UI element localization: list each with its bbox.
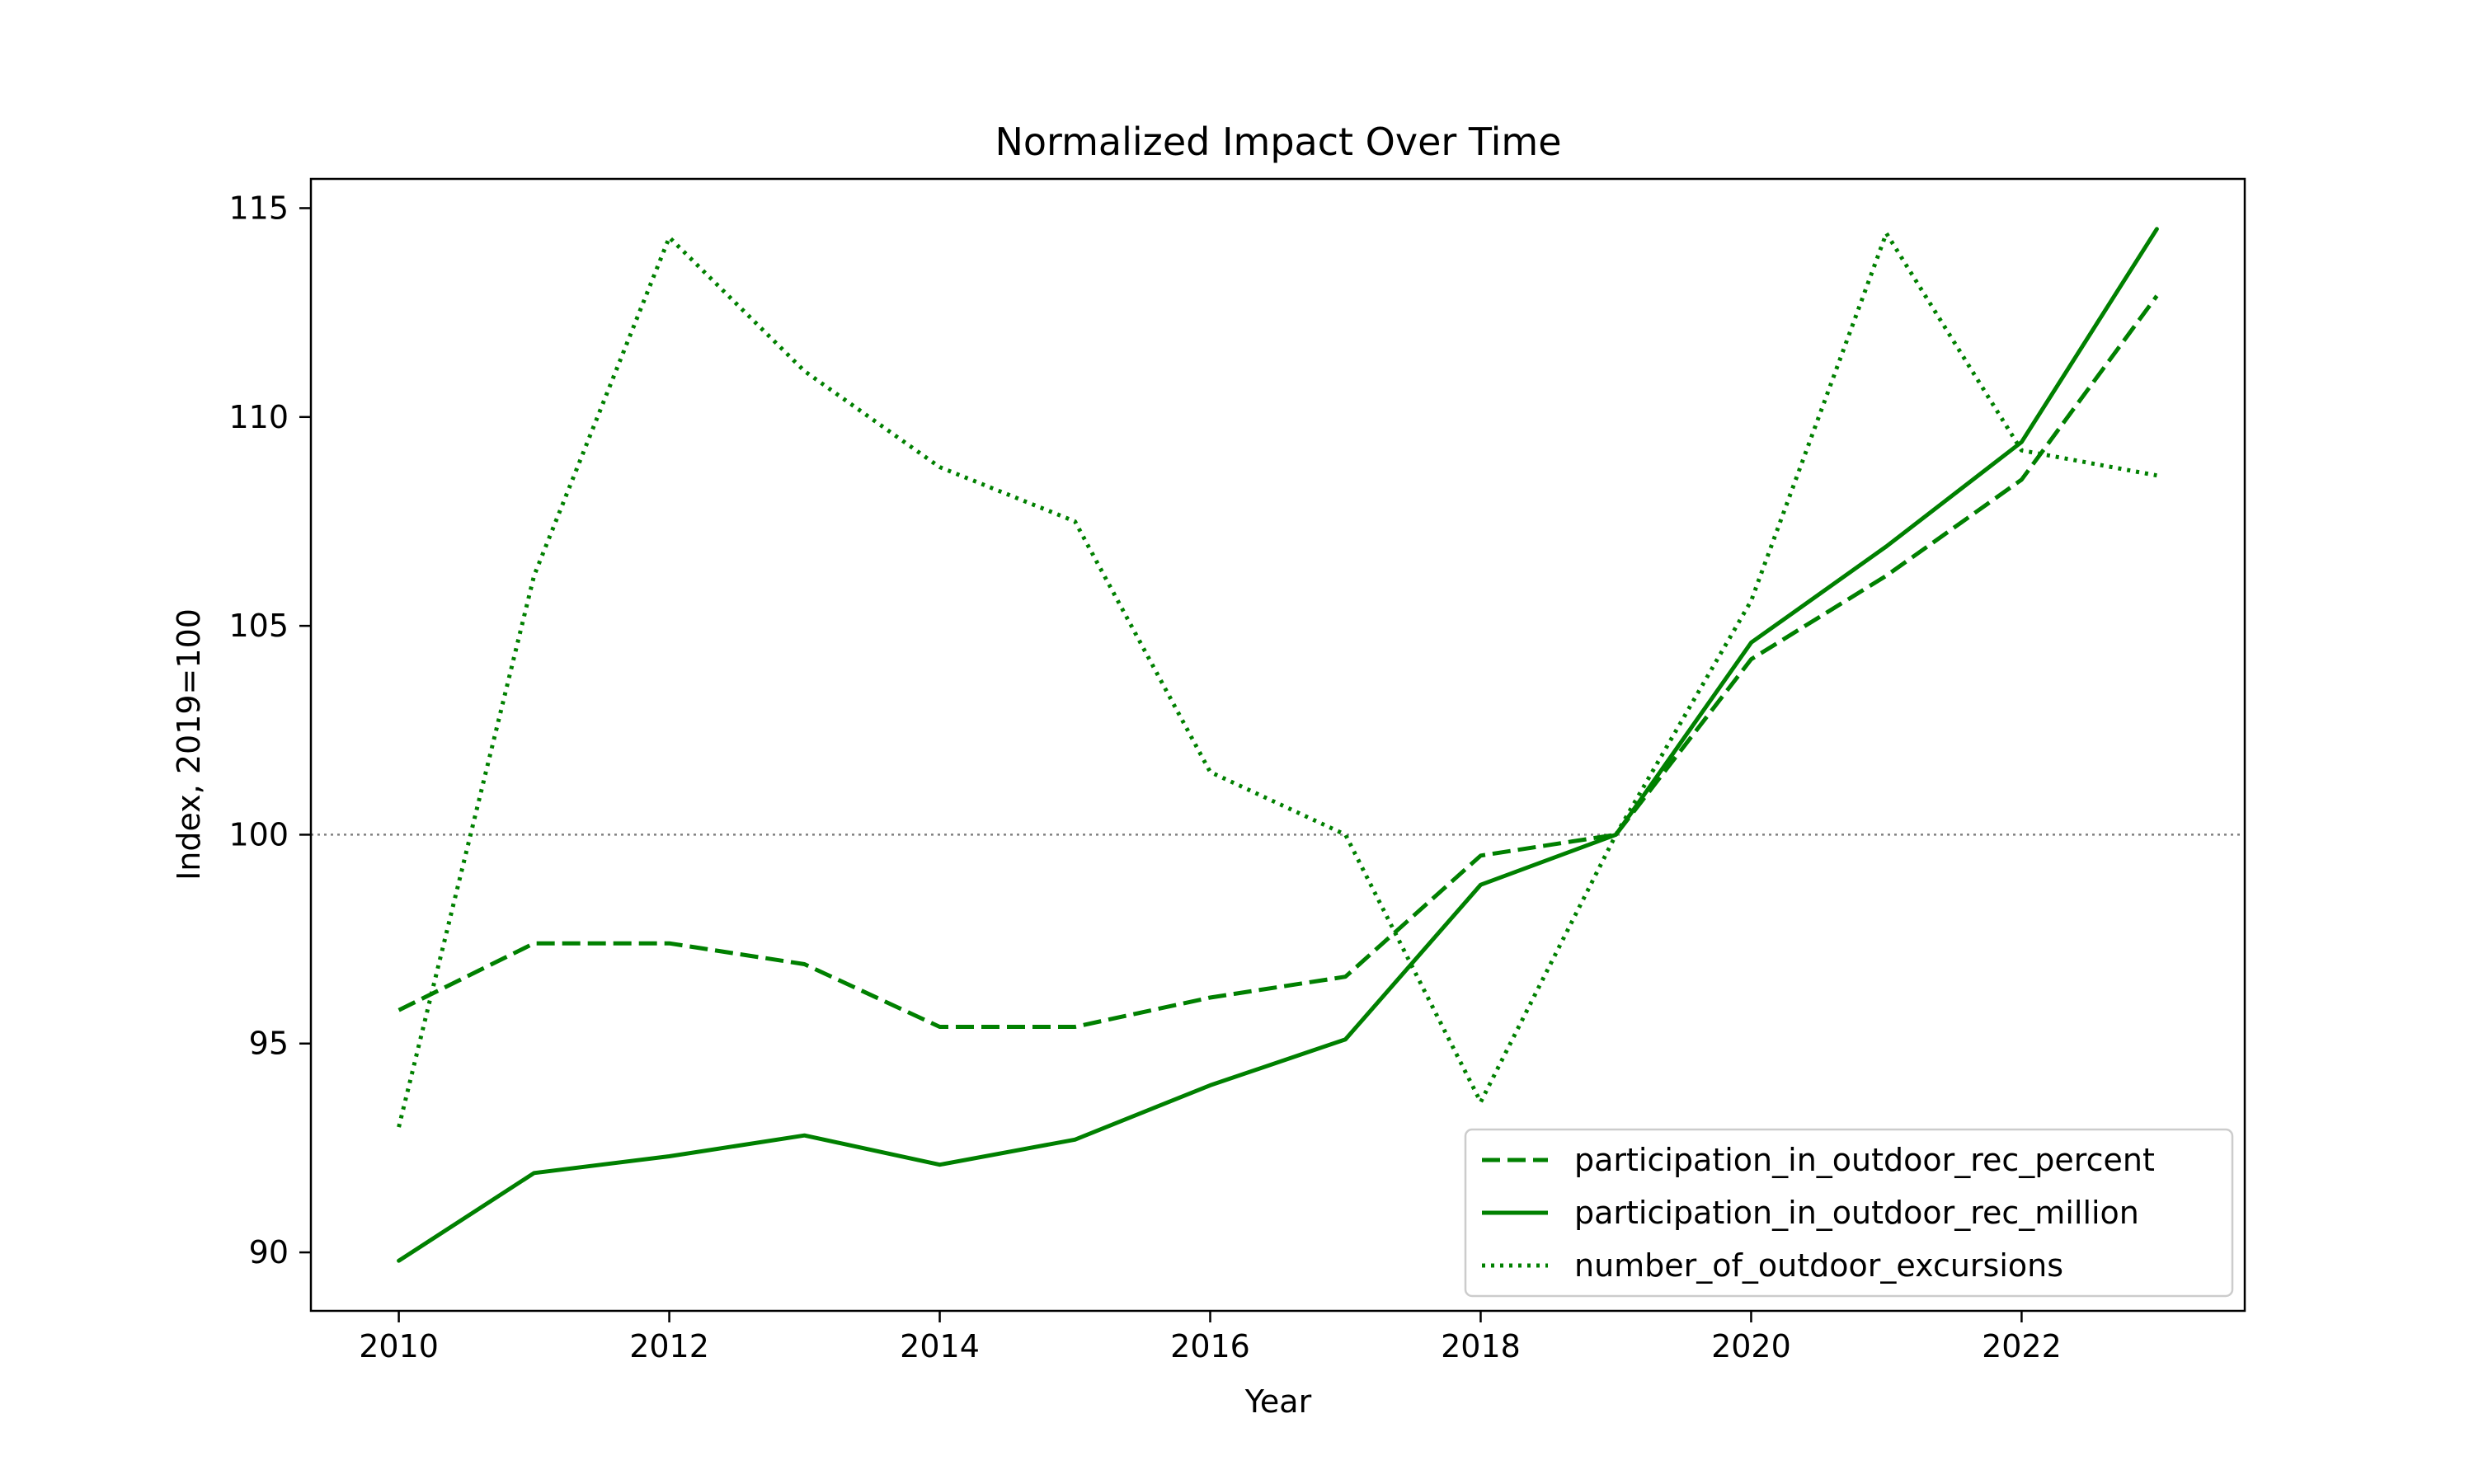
y-axis-label: Index, 2019=100: [171, 608, 207, 881]
axes-layer: 2010 2012 2014 2016 2018 2020 2022 90 95 100 105 11…: [228, 177, 2246, 1364]
legend-box: [1464, 1128, 2234, 1298]
legend: participation_in_outdoor_rec_percentpart…: [1464, 1128, 2234, 1298]
x-tick-label-2010: 2010: [359, 1328, 439, 1364]
x-tick-label-2018: 2018: [1441, 1328, 1521, 1364]
x-tick-label-2012: 2012: [629, 1328, 709, 1364]
series-line-participation_in_outdoor_rec_percent: [397, 294, 2159, 1029]
legend-label-number_of_outdoor_excursions: number_of_outdoor_excursions: [1574, 1247, 2063, 1284]
series-line-number_of_outdoor_excursions: [397, 231, 2157, 1128]
y-tick-label-90: 90: [249, 1234, 289, 1270]
x-tick-label-2016: 2016: [1170, 1328, 1250, 1364]
legend-label-participation_in_outdoor_rec_percent: participation_in_outdoor_rec_percent: [1574, 1142, 2155, 1178]
x-tick-label-2014: 2014: [900, 1328, 980, 1364]
legend-label-participation_in_outdoor_rec_million: participation_in_outdoor_rec_million: [1574, 1195, 2139, 1231]
y-tick-label-105: 105: [228, 608, 289, 644]
x-tick-label-2020: 2020: [1711, 1328, 1791, 1364]
x-tick-label-2022: 2022: [1982, 1328, 2062, 1364]
y-tick-label-115: 115: [228, 190, 289, 226]
plot-frame: [309, 177, 2246, 1313]
series-line-participation_in_outdoor_rec_million: [397, 227, 2159, 1263]
x-axis-label: Year: [1244, 1383, 1312, 1420]
series-layer: [397, 227, 2159, 1263]
y-tick-label-100: 100: [228, 816, 289, 852]
y-tick-label-95: 95: [249, 1026, 289, 1062]
y-tick-label-110: 110: [228, 399, 289, 435]
chart-title: Normalized Impact Over Time: [995, 120, 1561, 164]
